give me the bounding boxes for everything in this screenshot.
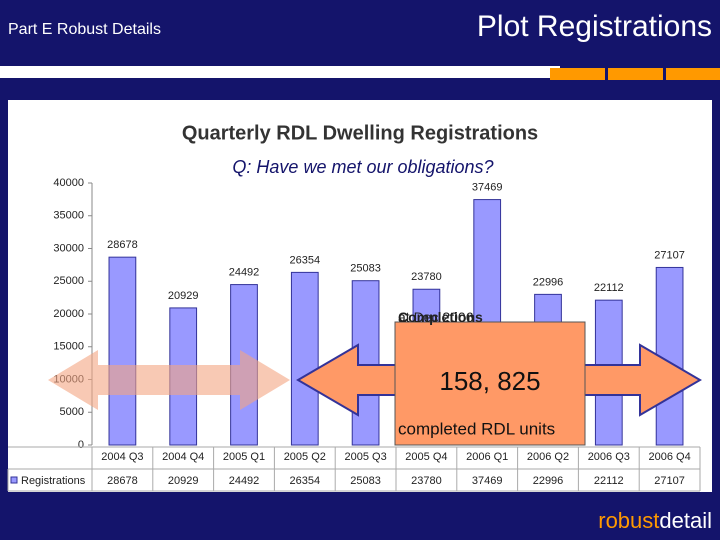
chart-title: Quarterly RDL Dwelling Registrations	[182, 122, 538, 144]
x-tick-label: 2006 Q2	[527, 451, 569, 463]
brand: robustdetail	[598, 508, 712, 533]
chart-subtitle: Q: Have we met our obligations?	[232, 157, 493, 177]
data-label: 25083	[350, 263, 381, 275]
table-value: 20929	[168, 475, 199, 487]
table-value: 25083	[350, 475, 381, 487]
data-label: 28678	[107, 239, 138, 251]
table-value: 27107	[654, 475, 685, 487]
bar	[290, 271, 319, 446]
callout-total: 158, 825	[439, 366, 540, 396]
y-tick-label: 15000	[53, 341, 84, 353]
table-value: 22112	[594, 475, 624, 487]
table-value: 26354	[290, 475, 321, 487]
x-tick-label: 2005 Q1	[223, 451, 265, 463]
brand-a: robust	[598, 508, 659, 533]
section-label: Part E Robust Details	[8, 21, 161, 38]
data-label: 22996	[533, 276, 564, 288]
callout-lead-rest: at Dec 2006	[398, 309, 474, 325]
table-value: 23780	[411, 475, 442, 487]
y-tick-label: 20000	[53, 308, 84, 320]
x-tick-label: 2006 Q1	[466, 451, 508, 463]
table-value: 22996	[533, 475, 564, 487]
y-tick-label: 40000	[53, 177, 84, 189]
plot: 0500010000150002000025000300003500040000…	[7, 177, 701, 492]
data-label: 22112	[594, 282, 624, 294]
y-tick-label: 5000	[60, 406, 84, 418]
faded-arrow	[48, 350, 290, 410]
stripe-block	[666, 68, 720, 80]
legend-swatch	[10, 476, 18, 484]
x-tick-label: 2004 Q4	[162, 451, 204, 463]
y-tick-label: 35000	[53, 210, 84, 222]
stripe	[0, 66, 560, 78]
callout-unit: completed RDL units	[398, 419, 555, 438]
callout-lead: Completions at Dec 2006	[398, 309, 487, 325]
bar	[108, 256, 137, 446]
x-tick-label: 2004 Q3	[101, 451, 143, 463]
x-tick-label: 2006 Q4	[648, 451, 690, 463]
table-value: 28678	[107, 475, 138, 487]
overlay: Completions at Dec 2006 158, 825 complet…	[48, 309, 702, 446]
data-label: 20929	[168, 290, 199, 302]
legend-label: Registrations	[21, 475, 86, 487]
data-label: 26354	[290, 254, 321, 266]
data-label: 27107	[654, 249, 685, 261]
slide-title: Plot Registrations	[477, 10, 712, 43]
x-tick-label: 2006 Q3	[588, 451, 630, 463]
y-tick-label: 0	[78, 439, 84, 451]
table-value: 24492	[229, 475, 260, 487]
data-label: 23780	[411, 271, 442, 283]
x-tick-label: 2005 Q4	[405, 451, 447, 463]
y-tick-label: 30000	[53, 242, 84, 254]
callout-box	[394, 321, 586, 446]
table-value: 37469	[472, 475, 503, 487]
callout-lead-bold: Completions	[398, 309, 483, 325]
y-tick-label: 25000	[53, 275, 84, 287]
brand-b: detail	[659, 508, 712, 533]
x-tick-label: 2005 Q3	[344, 451, 386, 463]
data-label: 24492	[229, 266, 260, 278]
data-label: 37469	[472, 181, 503, 193]
stripe-block	[608, 68, 663, 80]
stripe-block	[550, 68, 605, 80]
x-tick-label: 2005 Q2	[284, 451, 326, 463]
